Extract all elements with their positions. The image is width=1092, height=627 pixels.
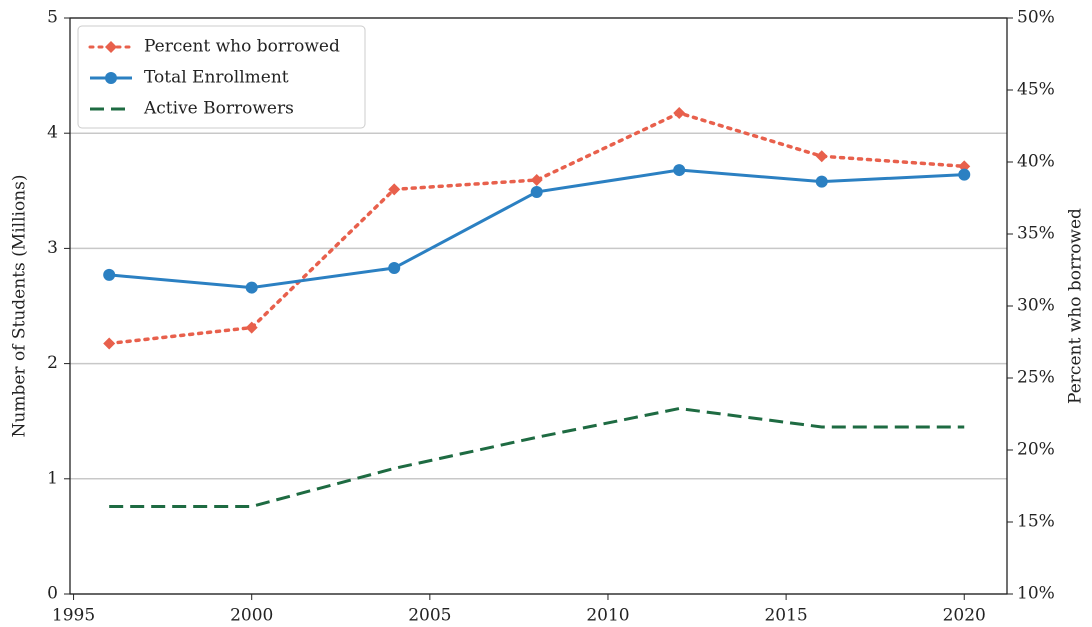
point (958, 160, 971, 173)
y2-tick-label: 10% (1017, 584, 1055, 604)
y-tick-label: 2 (47, 353, 58, 373)
point (388, 261, 401, 274)
legend-marker (105, 41, 117, 53)
legend-label: Total Enrollment (144, 68, 289, 88)
legend-marker (105, 72, 117, 84)
y2-tick-label: 35% (1017, 224, 1055, 244)
y2-tick-label: 30% (1017, 296, 1055, 316)
point (673, 107, 686, 120)
plot-frame (69, 17, 1008, 595)
point (530, 185, 543, 198)
point (103, 337, 116, 350)
x-tick-label: 2010 (586, 606, 629, 626)
y-tick-label: 3 (47, 238, 58, 258)
y2-tick-label: 45% (1017, 80, 1055, 100)
point (815, 175, 828, 188)
x-tick-label: 2020 (943, 606, 986, 626)
x-tick-label: 2005 (408, 606, 451, 626)
x-tick-label: 2015 (764, 606, 807, 626)
point (245, 281, 258, 294)
y2-axis-label: Percent who borrowed (1066, 208, 1086, 404)
y-tick-label: 4 (47, 123, 58, 143)
x-tick-label: 1995 (52, 606, 95, 626)
point (103, 268, 116, 281)
point (673, 164, 686, 177)
y-axis-label: Number of Students (Millions) (10, 175, 30, 438)
legend-label: Active Borrowers (143, 99, 294, 119)
y-tick-label: 1 (47, 468, 58, 488)
y2-tick-label: 25% (1017, 368, 1055, 388)
y2-tick-label: 15% (1017, 512, 1055, 532)
point (958, 168, 971, 181)
legend-box (77, 25, 366, 129)
y2-tick-label: 40% (1017, 152, 1055, 172)
y2-tick-label: 20% (1017, 440, 1055, 460)
point (388, 183, 401, 196)
series-line (109, 407, 965, 508)
y2-tick-label: 50% (1017, 8, 1055, 28)
y-tick-label: 0 (47, 584, 58, 604)
y-tick-label: 5 (47, 8, 58, 28)
legend-label: Percent who borrowed (144, 37, 340, 57)
series-line (107, 111, 966, 346)
point (245, 321, 258, 334)
x-tick-label: 2000 (230, 606, 273, 626)
point (815, 150, 828, 163)
point (530, 174, 543, 186)
